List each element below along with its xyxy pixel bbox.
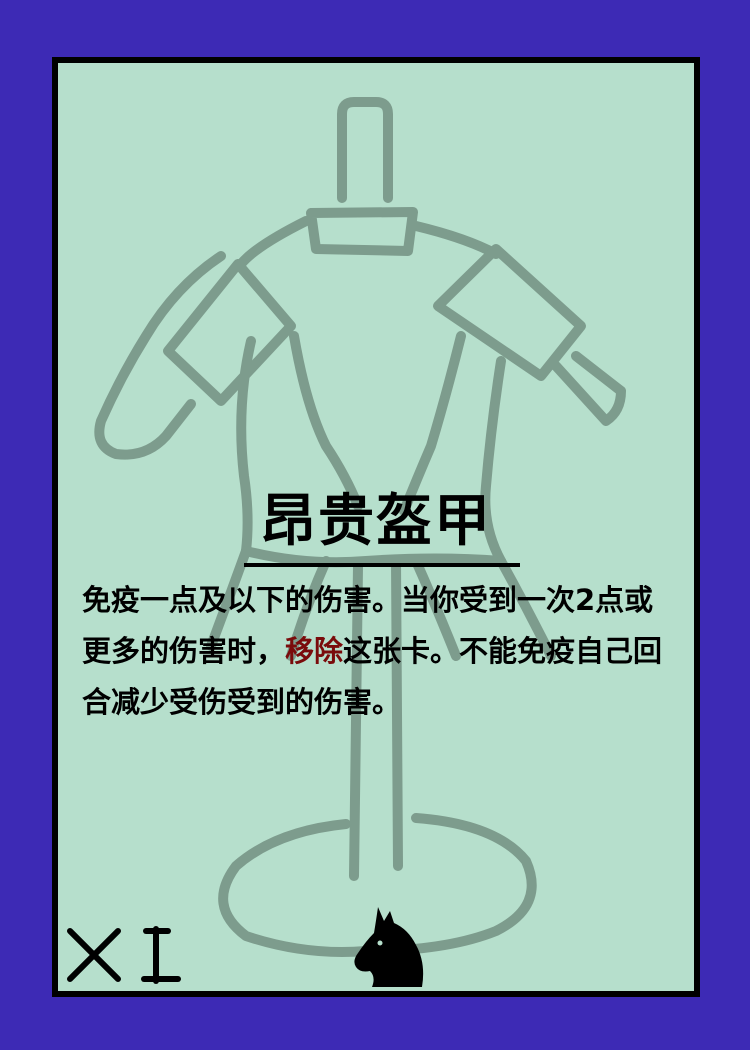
card[interactable]: 昂贵盔甲 免疫一点及以下的伤害。当你受到一次2点或更多的伤害时，移除这张卡。不能…: [52, 57, 700, 997]
card-count-xi: [67, 926, 181, 984]
card-rules-text: 免疫一点及以下的伤害。当你受到一次2点或更多的伤害时，移除这张卡。不能免疫自己回…: [82, 575, 682, 728]
armor-stand-illustration: [94, 97, 626, 957]
rules-text-part2: 这张卡。不能免疫自己回合减少受伤受到的伤害。: [82, 634, 663, 719]
rules-keyword-remove: 移除: [285, 634, 344, 668]
title-underline: [244, 563, 520, 567]
horse-head-icon: [354, 907, 424, 987]
rules-text-part1: 免疫一点及以下的伤害。当你受到一次2点或更多的伤害时，: [82, 583, 654, 668]
card-title: 昂贵盔甲: [260, 489, 492, 554]
